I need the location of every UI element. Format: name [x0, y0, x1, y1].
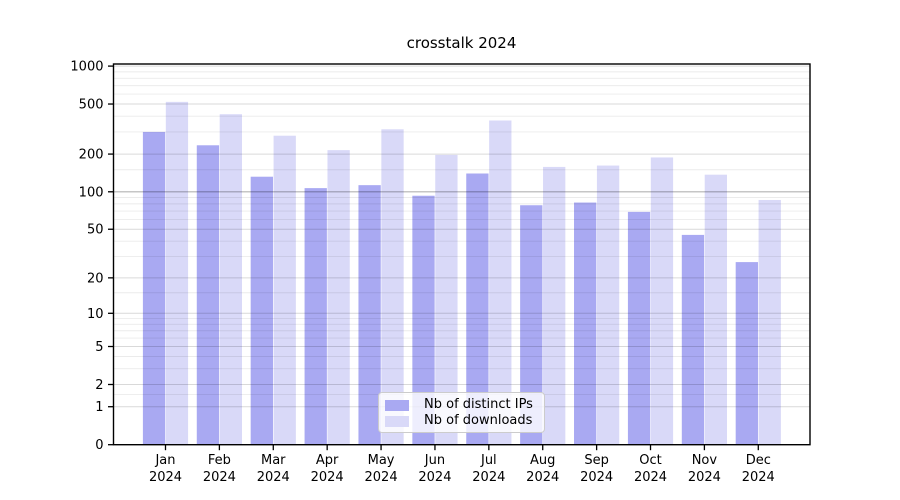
y-tick-label: 2 [95, 378, 103, 393]
x-tick-label: Jun 2024 [418, 453, 451, 485]
bar [165, 101, 189, 445]
bar [681, 234, 705, 445]
y-tick-label: 1 [95, 400, 103, 415]
bar [489, 120, 512, 445]
bar [758, 199, 781, 445]
y-tick-label: 100 [79, 185, 104, 200]
y-tick-label: 1000 [70, 60, 103, 75]
legend-item: Nb of downloads [385, 413, 536, 429]
x-tick-label: Aug 2024 [526, 453, 559, 485]
x-tick-label: May 2024 [365, 453, 398, 485]
bar [358, 185, 381, 445]
y-tick-label: 50 [87, 223, 104, 238]
bar [466, 173, 489, 445]
x-tick-label: Sep 2024 [580, 453, 613, 485]
y-tick-label: 10 [87, 307, 104, 322]
bar [327, 150, 350, 445]
bar [704, 174, 727, 445]
bar [435, 154, 458, 445]
x-tick-label: Oct 2024 [634, 453, 667, 485]
bar [596, 165, 620, 445]
x-tick-label: Nov 2024 [688, 453, 721, 485]
x-tick-label: Jul 2024 [472, 453, 505, 485]
x-tick-label: Dec 2024 [742, 453, 775, 485]
bar [650, 157, 674, 445]
legend-label-downloads: Nb of downloads [424, 413, 533, 428]
y-tick-label: 5 [95, 340, 103, 355]
bar [196, 145, 220, 445]
bar [574, 202, 597, 445]
bar [250, 176, 273, 445]
bar [142, 131, 166, 445]
y-tick-label: 200 [79, 148, 104, 163]
axis-spine [112, 63, 811, 446]
legend-label-distinct-ips: Nb of distinct IPs [424, 397, 533, 412]
x-tick-label: Apr 2024 [311, 453, 344, 485]
y-tick-label: 20 [87, 271, 104, 286]
legend-swatch-downloads [385, 415, 409, 427]
x-tick-label: Mar 2024 [257, 453, 290, 485]
bar [381, 129, 404, 445]
chart-title: crosstalk 2024 [406, 34, 517, 52]
bar [735, 262, 758, 445]
bar [304, 188, 327, 445]
bar [412, 195, 435, 445]
y-tick-label: 500 [79, 98, 104, 113]
legend: Nb of distinct IPs Nb of downloads [378, 392, 545, 433]
x-tick-label: Jan 2024 [149, 453, 182, 485]
bar [219, 114, 242, 445]
legend-swatch-distinct-ips [385, 399, 409, 411]
bar [520, 205, 543, 445]
legend-item: Nb of distinct IPs [385, 397, 536, 413]
bar [273, 135, 296, 445]
x-tick-label: Feb 2024 [203, 453, 236, 485]
y-tick-label: 0 [95, 438, 103, 453]
bar [627, 211, 651, 445]
bar [543, 166, 566, 445]
